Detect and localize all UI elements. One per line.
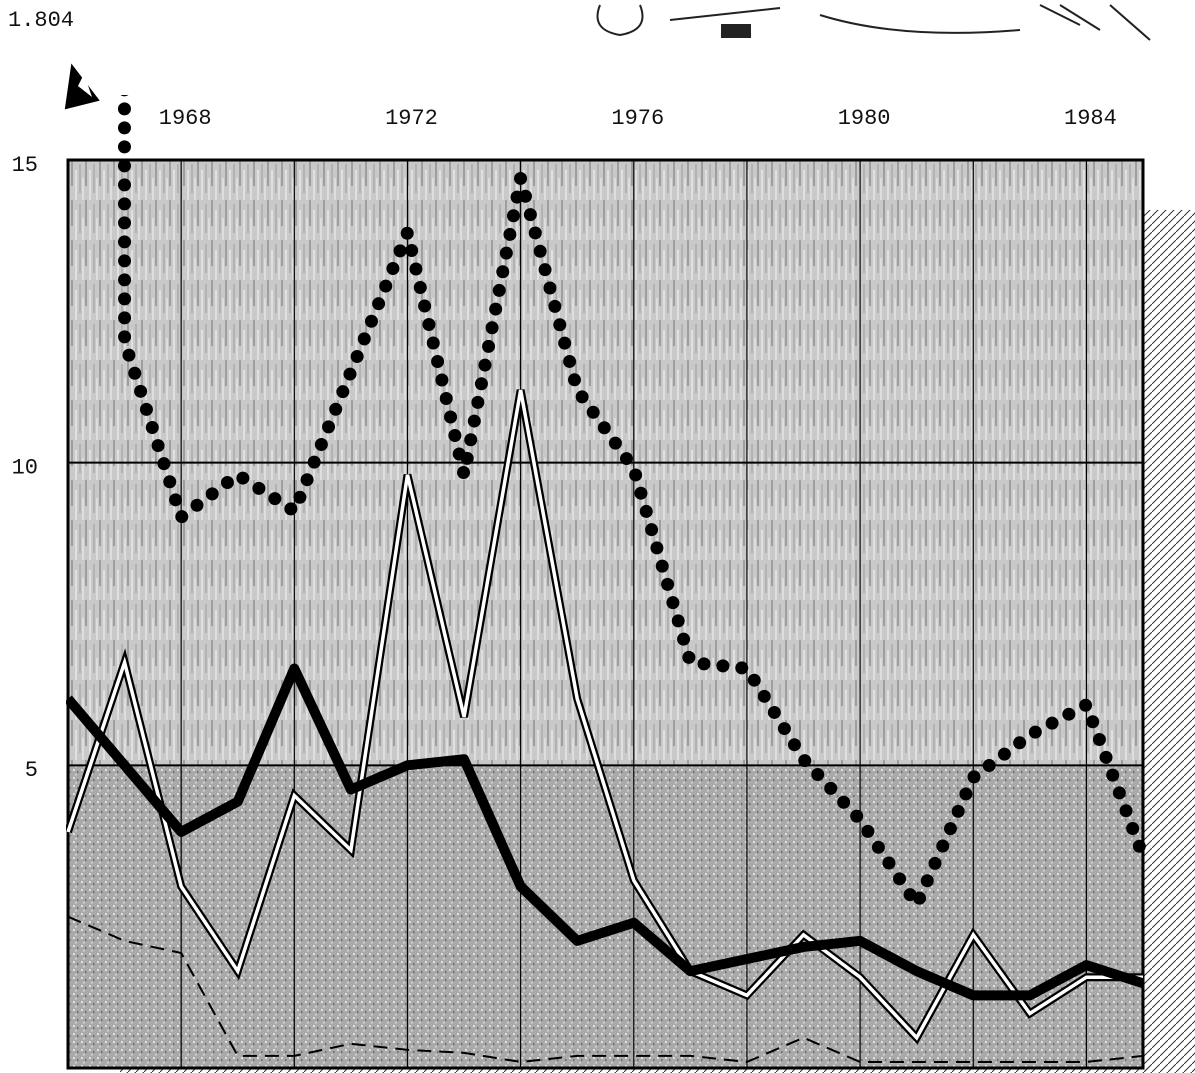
x-tick-label: 1972 [385,106,438,131]
y-tick-label: 5 [25,758,38,783]
decoration [596,4,1151,41]
y-tick-label: 10 [12,455,38,480]
series-line [67,915,1144,1063]
series-line-inner [66,389,1143,1041]
background-lower [68,765,1143,1068]
arrow-highlight [78,74,92,97]
series-line [117,95,1146,912]
lines [66,95,1146,1063]
x-tick-label: 1968 [159,106,212,131]
series-line [66,663,1145,1001]
y-tick-label: 15 [12,153,38,178]
x-tick-label: 1984 [1064,106,1117,131]
plot-area: 5 10 15 1968 1972 1976 1980 1984 [12,95,1146,1070]
shadow [1143,210,1195,1073]
x-tick-label: 1980 [838,106,891,131]
x-tick-label: 1976 [611,106,664,131]
annotation: 1.804 [8,8,74,33]
plot-border [66,158,1145,1070]
